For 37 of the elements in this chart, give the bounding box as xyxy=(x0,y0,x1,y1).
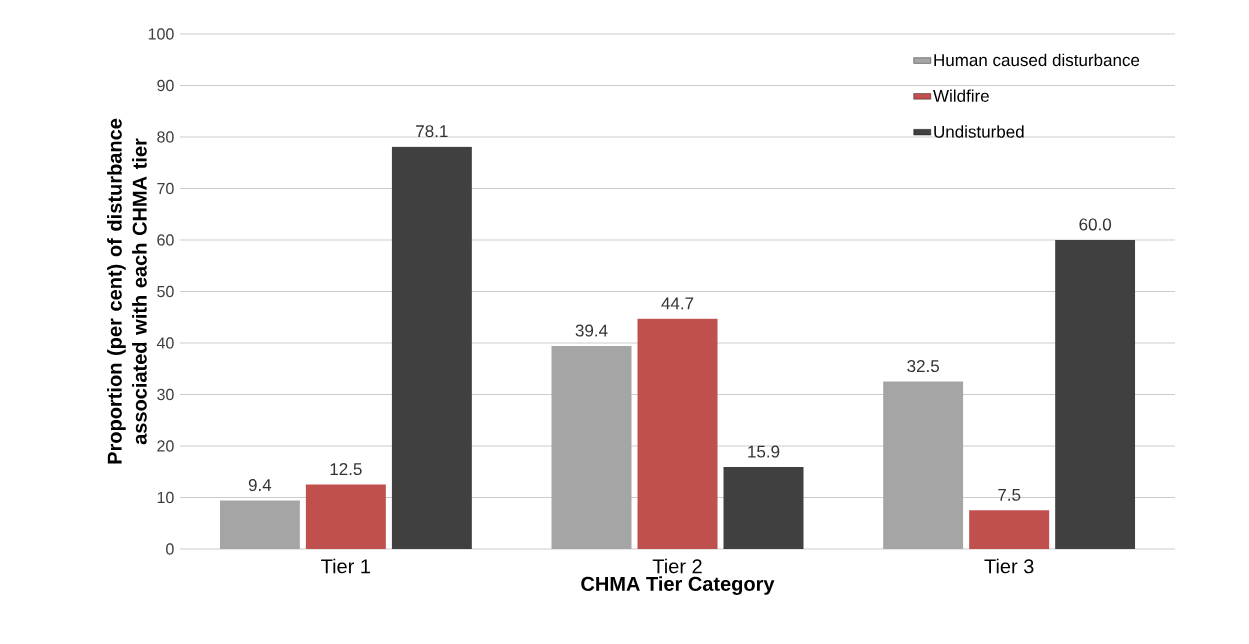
legend-label: Human caused disturbance xyxy=(934,53,1140,67)
data-label: 12.5 xyxy=(330,463,362,476)
x-tick-label: Tier 2 xyxy=(652,558,702,574)
bar xyxy=(219,500,300,549)
data-label: 44.7 xyxy=(661,297,694,310)
data-label: 32.5 xyxy=(907,360,939,373)
data-label: 9.4 xyxy=(248,479,272,492)
bar xyxy=(1055,239,1136,549)
x-axis-title: CHMA Tier Category xyxy=(581,576,775,595)
bar xyxy=(637,318,718,549)
y-tick-label: 40 xyxy=(156,337,174,349)
data-label: 78.1 xyxy=(416,125,448,138)
bar xyxy=(551,346,632,549)
y-tick-label: 0 xyxy=(166,543,174,555)
bar xyxy=(883,381,964,549)
y-tick-label: 30 xyxy=(157,388,174,401)
bar xyxy=(723,467,804,549)
x-tick-label: Tier 1 xyxy=(321,558,371,574)
x-tick-label: Tier 3 xyxy=(984,558,1034,574)
y-tick-label: 90 xyxy=(157,79,174,92)
legend-label: Wildfire xyxy=(933,89,989,102)
bar xyxy=(391,146,472,549)
bar xyxy=(969,510,1050,549)
y-axis-title: Proportion (per cent) of disturbance associated with each CHMA tier xyxy=(107,118,147,464)
y-tick-label: 10 xyxy=(157,491,174,504)
y-tick-label: 50 xyxy=(157,285,174,298)
data-label: 39.4 xyxy=(575,324,608,337)
data-label: 15.9 xyxy=(748,445,780,458)
y-tick-label: 60 xyxy=(157,234,174,246)
y-tick-label: 20 xyxy=(157,440,174,452)
y-tick-label: 80 xyxy=(157,131,174,143)
bar xyxy=(305,484,386,549)
data-label: 7.5 xyxy=(998,488,1021,501)
y-tick-label: 70 xyxy=(157,182,174,195)
data-label: 60.0 xyxy=(1079,218,1112,231)
y-tick-label: 100 xyxy=(148,28,174,40)
legend-label: Undisturbed xyxy=(934,125,1024,138)
